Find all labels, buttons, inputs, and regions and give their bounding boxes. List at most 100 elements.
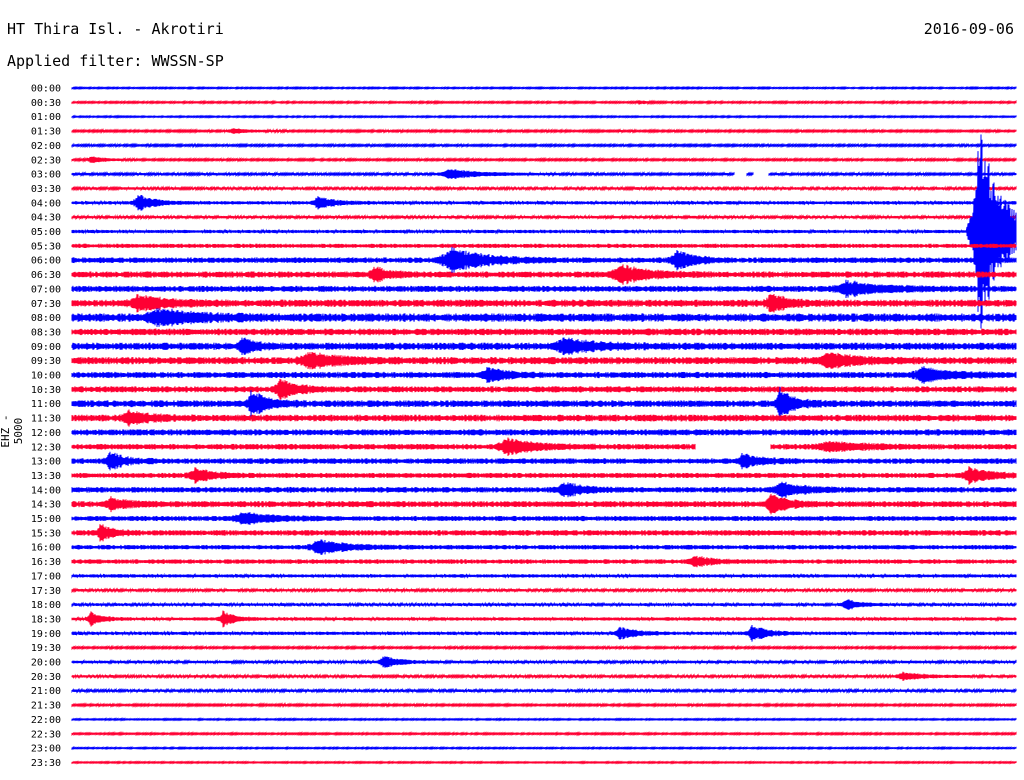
time-tick-2230: 22:30 <box>31 729 61 740</box>
time-tick-1600: 16:00 <box>31 543 61 554</box>
trace-1730 <box>71 587 1017 594</box>
trace-2200 <box>71 717 1017 722</box>
trace-1000 <box>71 366 1017 384</box>
time-tick-1700: 17:00 <box>31 571 61 582</box>
time-tick-0600: 06:00 <box>31 256 61 267</box>
trace-0430 <box>71 213 1017 221</box>
time-tick-0030: 00:30 <box>31 98 61 109</box>
time-tick-2100: 21:00 <box>31 686 61 697</box>
trace-1300 <box>71 451 1017 471</box>
trace-1130 <box>71 409 1017 427</box>
time-tick-0000: 00:00 <box>31 84 61 95</box>
time-tick-1800: 18:00 <box>31 600 61 611</box>
time-tick-0100: 01:00 <box>31 112 61 123</box>
trace-0230 <box>71 156 1017 164</box>
time-tick-1130: 11:30 <box>31 414 61 425</box>
time-tick-0930: 09:30 <box>31 356 61 367</box>
time-tick-1930: 19:30 <box>31 643 61 654</box>
trace-2000 <box>71 656 1017 668</box>
trace-0030 <box>71 99 1017 106</box>
time-tick-2130: 21:30 <box>31 701 61 712</box>
trace-1500 <box>71 512 1017 525</box>
trace-2030 <box>71 671 1017 682</box>
time-tick-0300: 03:00 <box>31 170 61 181</box>
trace-0530 <box>71 243 1017 249</box>
trace-1230 <box>71 437 1017 457</box>
time-tick-2000: 20:00 <box>31 658 61 669</box>
trace-0700 <box>71 279 1017 299</box>
time-tick-0730: 07:30 <box>31 299 61 310</box>
trace-1530 <box>71 524 1017 542</box>
trace-0330 <box>71 185 1017 192</box>
time-tick-labels: 00:00 00:30 01:00 01:30 02:00 02:30 03:00 03:30… <box>31 84 61 769</box>
time-tick-0430: 04:30 <box>31 213 61 224</box>
trace-1630 <box>71 555 1017 568</box>
trace-1400 <box>71 481 1017 498</box>
trace-1330 <box>71 466 1017 485</box>
time-tick-1900: 19:00 <box>31 629 61 640</box>
trace-0300 <box>71 169 1017 179</box>
trace-0500 <box>71 134 1017 329</box>
trace-0000 <box>71 85 1017 91</box>
trace-1100 <box>71 386 1017 421</box>
trace-1800 <box>71 599 1017 610</box>
time-tick-0230: 02:30 <box>31 155 61 166</box>
time-tick-0900: 09:00 <box>31 342 61 353</box>
trace-0930 <box>71 351 1017 370</box>
time-tick-0700: 07:00 <box>31 284 61 295</box>
trace-1200 <box>71 429 1017 436</box>
time-tick-2300: 23:00 <box>31 744 61 755</box>
trace-0100 <box>71 114 1017 119</box>
time-tick-1230: 12:30 <box>31 442 61 453</box>
trace-2330 <box>71 760 1017 765</box>
time-tick-1000: 10:00 <box>31 371 61 382</box>
time-tick-1400: 14:00 <box>31 485 61 496</box>
time-tick-0800: 08:00 <box>31 313 61 324</box>
trace-0130 <box>71 128 1017 135</box>
time-tick-1300: 13:00 <box>31 457 61 468</box>
trace-1030 <box>71 378 1017 400</box>
filter-label: Applied filter: WWSSN-SP <box>7 52 224 70</box>
date-label: 2016-09-06 <box>923 20 1014 38</box>
time-tick-2200: 22:00 <box>31 715 61 726</box>
trace-2130 <box>71 702 1017 708</box>
time-tick-2030: 20:30 <box>31 672 61 683</box>
time-tick-0630: 06:30 <box>31 270 61 281</box>
station-title: HT Thira Isl. - Akrotiri <box>7 20 224 38</box>
trace-0200 <box>71 142 1017 149</box>
time-tick-0200: 02:00 <box>31 141 61 152</box>
trace-0900 <box>71 337 1017 356</box>
trace-1830 <box>71 610 1017 628</box>
trace-2230 <box>71 731 1017 737</box>
time-tick-2330: 23:30 <box>31 758 61 769</box>
time-tick-1430: 14:30 <box>31 500 61 511</box>
time-tick-1630: 16:30 <box>31 557 61 568</box>
time-tick-0330: 03:30 <box>31 184 61 195</box>
seismic-traces <box>71 85 1017 765</box>
trace-0830 <box>71 328 1017 336</box>
time-tick-1100: 11:00 <box>31 399 61 410</box>
time-tick-1730: 17:30 <box>31 586 61 597</box>
time-tick-1830: 18:30 <box>31 614 61 625</box>
time-tick-0400: 04:00 <box>31 198 61 209</box>
time-tick-0500: 05:00 <box>31 227 61 238</box>
time-tick-1330: 13:30 <box>31 471 61 482</box>
trace-1930 <box>71 644 1017 651</box>
trace-0800 <box>71 308 1017 327</box>
time-tick-1530: 15:30 <box>31 528 61 539</box>
trace-2300 <box>71 745 1017 751</box>
time-tick-0530: 05:30 <box>31 241 61 252</box>
trace-0730 <box>71 293 1017 313</box>
time-tick-1030: 10:30 <box>31 385 61 396</box>
time-tick-0130: 01:30 <box>31 127 61 138</box>
time-tick-1200: 12:00 <box>31 428 61 439</box>
trace-1700 <box>71 572 1017 579</box>
trace-1600 <box>71 539 1017 555</box>
trace-0600 <box>71 246 1017 274</box>
trace-1430 <box>71 493 1017 515</box>
time-tick-0830: 08:30 <box>31 327 61 338</box>
trace-2100 <box>71 687 1017 694</box>
trace-0400 <box>71 194 1017 211</box>
time-tick-1500: 15:00 <box>31 514 61 525</box>
